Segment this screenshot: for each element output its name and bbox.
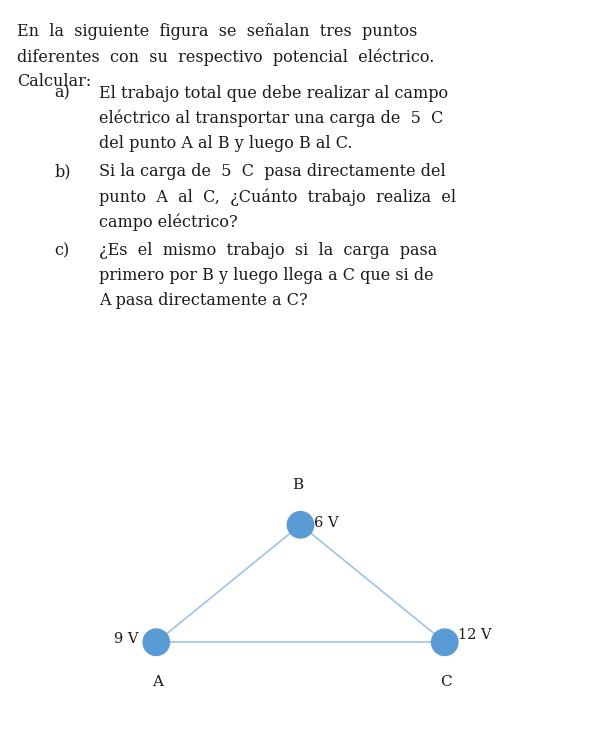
Text: punto  A  al  C,  ¿Cuánto  trabajo  realiza  el: punto A al C, ¿Cuánto trabajo realiza el [99,189,456,206]
Text: El trabajo total que debe realizar al campo: El trabajo total que debe realizar al ca… [99,84,448,102]
Text: primero por B y luego llega a C que si de: primero por B y luego llega a C que si d… [99,267,434,284]
Ellipse shape [143,629,169,655]
Text: eléctrico al transportar una carga de  5  C: eléctrico al transportar una carga de 5 … [99,110,444,127]
Text: b): b) [54,164,70,181]
Text: En  la  siguiente  figura  se  señalan  tres  puntos: En la siguiente figura se señalan tres p… [17,23,417,40]
Text: diferentes  con  su  respectivo  potencial  eléctrico.: diferentes con su respectivo potencial e… [17,48,434,66]
Text: 9 V: 9 V [114,631,139,646]
Ellipse shape [432,629,458,655]
Text: B: B [292,478,303,492]
Text: C: C [440,675,452,689]
Text: 6 V: 6 V [314,515,338,530]
Text: del punto A al B y luego B al C.: del punto A al B y luego B al C. [99,135,353,152]
Text: Calcular:: Calcular: [17,73,91,90]
Text: a): a) [54,84,70,102]
Text: c): c) [54,242,69,259]
Text: ¿Es  el  mismo  trabajo  si  la  carga  pasa: ¿Es el mismo trabajo si la carga pasa [99,242,438,259]
Ellipse shape [287,512,314,538]
Text: A pasa directamente a C?: A pasa directamente a C? [99,292,308,309]
Text: campo eléctrico?: campo eléctrico? [99,214,238,231]
Text: 12 V: 12 V [458,628,492,642]
Text: Si la carga de  5  C  pasa directamente del: Si la carga de 5 C pasa directamente del [99,164,446,181]
Text: A: A [152,675,163,689]
